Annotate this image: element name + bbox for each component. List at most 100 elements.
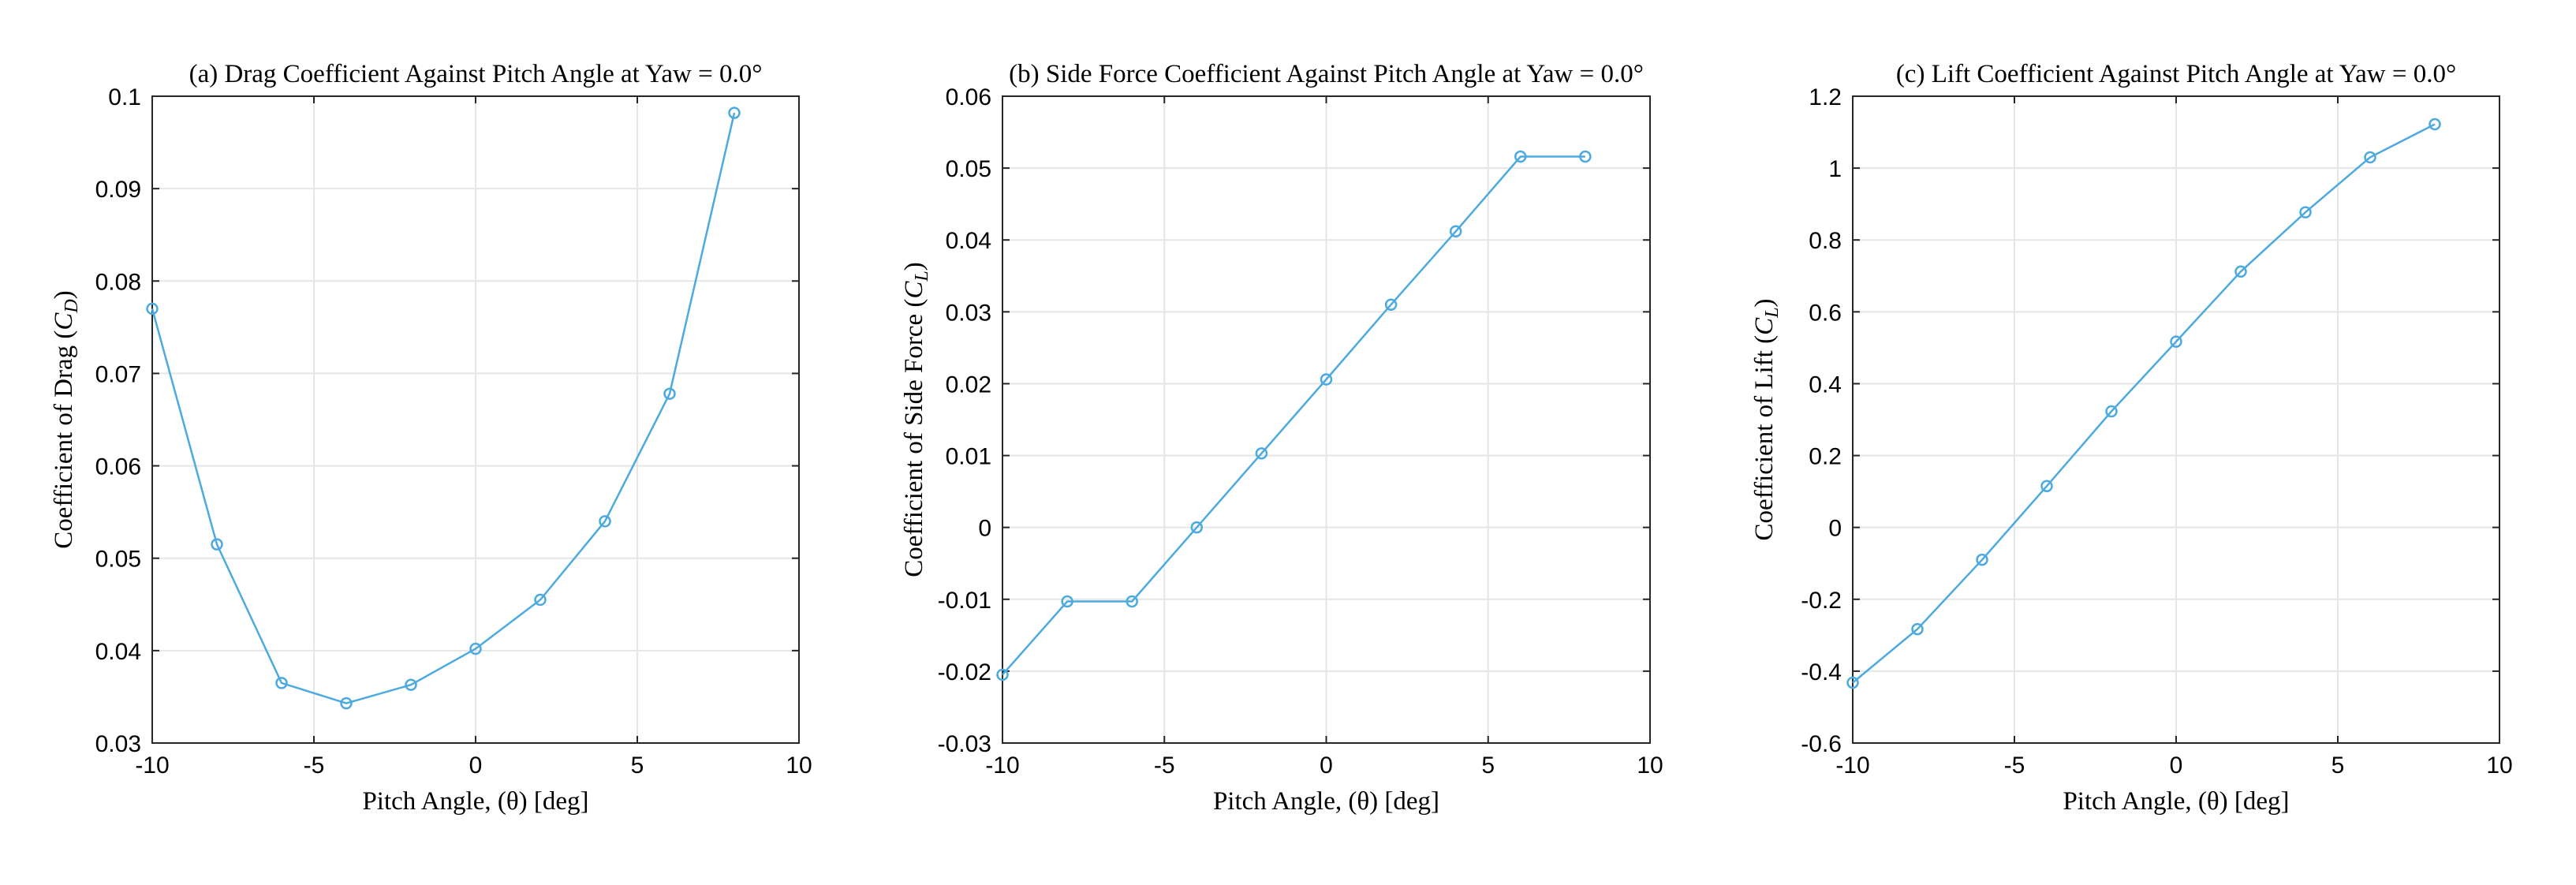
data-point — [1579, 150, 1592, 163]
series-0 — [1846, 118, 2441, 689]
y-axis-label-subscript: L — [1762, 308, 1783, 319]
chart-panel-b: -10 -5 0 5 10 -0.03 -0.02 -0.01 0 0.01 0.02 0.03 0.0… — [900, 60, 1663, 816]
y-tick-label: 0.04 — [946, 228, 991, 254]
y-tick-label: 1 — [1828, 156, 1842, 182]
data-point — [1320, 373, 1333, 386]
y-axis-label-symbol: C — [1750, 317, 1779, 335]
chart-panel-a: -10 -5 0 5 10 0.03 0.04 0.05 0.06 0.07 0.08 0.09 0.1… — [50, 60, 812, 816]
y-tick-label: 0.1 — [108, 84, 141, 110]
data-point — [1255, 447, 1268, 460]
axes-box — [151, 95, 800, 744]
grid — [152, 96, 799, 743]
y-tick-label: -0.03 — [938, 731, 991, 757]
x-tick-label: 5 — [1481, 752, 1495, 779]
data-point — [1514, 150, 1527, 163]
y-tick-label: -0.02 — [938, 659, 991, 685]
y-tick-label: 0.8 — [1809, 228, 1842, 254]
y-tick-label: 0.4 — [1809, 372, 1842, 398]
x-tick-label: 5 — [2331, 752, 2345, 779]
x-axis-label: Pitch Angle, (θ) [deg] — [362, 787, 588, 816]
x-axis-label: Pitch Angle, (θ) [deg] — [1213, 787, 1439, 816]
x-tick-label: 10 — [786, 752, 812, 779]
chart-panel-c: -10 -5 0 5 10 -0.6 -0.4 -0.2 0 0.2 0.4 0.6 0.8 1 1.2 (c… — [1750, 60, 2513, 816]
grid — [1853, 96, 2499, 743]
y-axis-label: Coefficient of Drag (CD) — [50, 290, 82, 548]
data-point — [275, 677, 288, 689]
data-point — [405, 678, 417, 691]
y-tick-label: 0.05 — [946, 156, 991, 182]
data-point — [1384, 298, 1398, 311]
y-axis-label-suffix: ) — [900, 262, 928, 271]
y-tick-label: 0.03 — [946, 300, 991, 326]
data-point — [2105, 405, 2118, 418]
y-tick-label: 0.04 — [95, 639, 141, 665]
y-tick-label: -0.2 — [1801, 588, 1842, 614]
series-0 — [146, 106, 741, 710]
data-point — [469, 642, 482, 655]
y-tick-label: 0 — [1828, 516, 1842, 542]
series-line — [1852, 123, 2436, 684]
x-tick-label: -5 — [304, 752, 325, 779]
y-axis-label-prefix: Coefficient of Side Force ( — [900, 299, 928, 577]
y-tick-label: 0 — [978, 516, 991, 542]
y-tick-label: -0.6 — [1801, 731, 1842, 757]
data-point — [728, 106, 741, 119]
y-tick-label: 0.02 — [946, 372, 991, 398]
data-point — [599, 515, 611, 528]
x-tick-label: -5 — [2004, 752, 2025, 779]
axes-box — [1002, 95, 1651, 744]
x-tick-label: -5 — [1154, 752, 1175, 779]
chart-title: (b) Side Force Coefficient Against Pitch… — [1009, 60, 1644, 88]
x-tick-label: 10 — [1637, 752, 1663, 779]
axis-ticks: -10 -5 0 5 10 -0.03 -0.02 -0.01 0 0.01 0.02 0.03 0.0… — [938, 84, 1663, 779]
chart-title: (c) Lift Coefficient Against Pitch Angle… — [1896, 60, 2456, 88]
data-point — [534, 593, 547, 607]
x-tick-label: -10 — [1835, 752, 1869, 779]
series-line — [151, 112, 736, 704]
y-axis-label-subscript: L — [912, 271, 932, 282]
y-tick-label: -0.01 — [938, 588, 991, 614]
x-tick-label: -10 — [135, 752, 169, 779]
axis-ticks: -10 -5 0 5 10 -0.6 -0.4 -0.2 0 0.2 0.4 0.6 0.8 1 1.2 — [1801, 84, 2512, 779]
axes-box — [1852, 95, 2500, 744]
data-point — [1976, 553, 1988, 566]
data-point — [1190, 521, 1204, 534]
y-tick-label: 0.06 — [95, 454, 141, 480]
x-tick-label: 10 — [2486, 752, 2512, 779]
x-tick-label: -10 — [985, 752, 1019, 779]
data-point — [2299, 206, 2312, 218]
x-tick-label: 0 — [469, 752, 483, 779]
y-tick-label: 0.6 — [1809, 300, 1842, 326]
y-axis-label-prefix: Coefficient of Lift ( — [1750, 335, 1779, 541]
data-point — [211, 538, 223, 551]
y-tick-label: 0.08 — [95, 269, 141, 295]
y-axis-label: Coefficient of Side Force (CL) — [900, 262, 932, 577]
data-point — [340, 696, 353, 710]
data-point — [2429, 118, 2441, 131]
y-tick-label: 0.2 — [1809, 444, 1842, 470]
y-axis-label-prefix: Coefficient of Drag ( — [50, 330, 78, 549]
x-tick-label: 0 — [2170, 752, 2183, 779]
y-tick-label: 1.2 — [1809, 84, 1842, 110]
x-tick-label: 0 — [1320, 752, 1333, 779]
data-point — [1126, 595, 1138, 608]
y-tick-label: 0.07 — [95, 361, 141, 387]
y-tick-label: 0.06 — [946, 84, 991, 110]
x-tick-label: 5 — [631, 752, 644, 779]
data-point — [1846, 676, 1859, 689]
data-point — [2234, 265, 2247, 278]
y-tick-label: 0.03 — [95, 731, 141, 757]
series-0 — [996, 150, 1592, 681]
data-point — [1061, 595, 1073, 608]
data-point — [2170, 335, 2182, 348]
data-point — [1449, 225, 1462, 238]
chart-title: (a) Drag Coefficient Against Pitch Angle… — [189, 60, 763, 88]
series-line — [1002, 155, 1585, 676]
data-point — [1911, 622, 1924, 636]
y-axis-label-subscript: D — [62, 299, 82, 313]
y-axis-label-symbol: C — [50, 312, 78, 330]
y-tick-label: 0.05 — [95, 547, 141, 573]
data-point — [2040, 480, 2053, 493]
y-axis-label: Coefficient of Lift (CL) — [1750, 299, 1783, 541]
